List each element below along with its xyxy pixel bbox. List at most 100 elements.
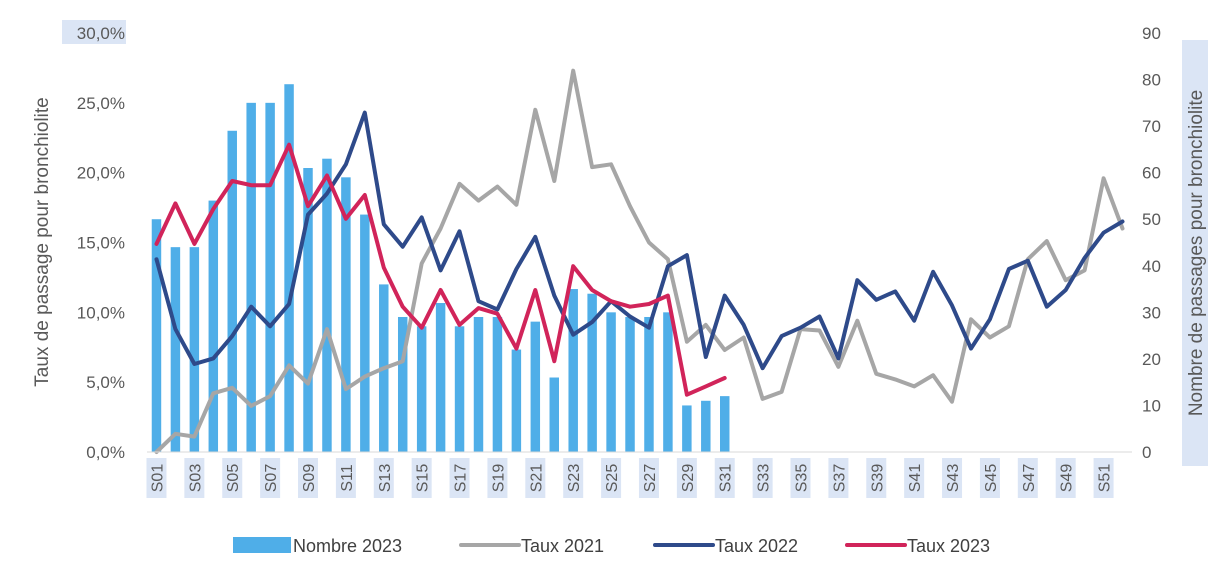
x-tick-label: S05 — [225, 464, 242, 493]
bar-s11 — [341, 177, 351, 453]
line-taux-2023 — [154, 142, 727, 397]
y-right-title-highlight — [1182, 40, 1208, 466]
x-tick-label-highlight — [563, 458, 584, 498]
x-tick-label-highlight — [260, 458, 281, 498]
x-tick-label: S31 — [718, 464, 735, 493]
y-left-tick-label: 15,0% — [77, 234, 125, 253]
bar-s04 — [208, 200, 219, 452]
bar-s24 — [587, 293, 597, 452]
x-tick-label: S45 — [983, 464, 1000, 493]
line-taux-2021 — [154, 68, 1125, 454]
x-tick-label-highlight — [942, 458, 963, 498]
y-left-tick-label: 10,0% — [77, 303, 125, 322]
bar-s15 — [416, 326, 427, 452]
bar-s08 — [284, 84, 294, 452]
bar-s12 — [360, 214, 370, 452]
bar-s03 — [189, 247, 200, 452]
x-tick-label: S33 — [756, 464, 773, 493]
y-left-tick-label: 25,0% — [77, 94, 125, 113]
x-tick-label: S11 — [339, 464, 356, 491]
x-tick-label-highlight — [335, 458, 356, 498]
x-tick-label: S03 — [187, 464, 204, 493]
x-tick-label: S21 — [528, 464, 545, 493]
x-tick-label: S27 — [642, 464, 659, 493]
x-tick-label-highlight — [449, 458, 470, 498]
x-tick-label-highlight — [373, 458, 394, 498]
x-tick-label: S09 — [301, 464, 318, 493]
x-tick-label: S13 — [377, 464, 394, 493]
y-right-tick-label: 30 — [1142, 303, 1161, 322]
x-tick-label-highlight — [1017, 458, 1038, 498]
y-left-tick-label: 20,0% — [77, 164, 125, 183]
bar-s26 — [625, 316, 635, 452]
x-tick-label: S29 — [680, 464, 697, 493]
y-left-top-label-highlight — [62, 20, 126, 44]
y-right-tick-label: 50 — [1142, 210, 1161, 229]
x-tick-label: S15 — [415, 464, 432, 493]
y-right-axis-title: Nombre de passages pour bronchiolite — [1186, 90, 1207, 416]
x-tick-label: S17 — [453, 464, 470, 493]
x-tick-label-highlight — [601, 458, 622, 498]
y-right-tick-label: 70 — [1142, 117, 1161, 136]
bar-s25 — [606, 312, 616, 452]
bar-s31 — [720, 396, 730, 452]
y-right-tick-label: 0 — [1142, 443, 1151, 462]
x-tick-label-highlight — [866, 458, 887, 498]
x-tick-label-highlight — [714, 458, 735, 498]
x-tick-label: S37 — [831, 464, 848, 493]
x-tick-label: S43 — [945, 464, 962, 493]
x-tick-label: S51 — [1097, 464, 1114, 493]
x-tick-label-highlight — [525, 458, 546, 498]
bar-s02 — [170, 247, 181, 452]
x-tick-label: S41 — [907, 464, 924, 493]
bar-s20 — [511, 349, 522, 452]
x-tick-label: S47 — [1021, 464, 1038, 493]
x-tick-label-highlight — [411, 458, 432, 498]
bar-s22 — [549, 377, 559, 452]
x-tick-label-highlight — [222, 458, 243, 498]
x-tick-label-highlight — [828, 458, 849, 498]
bar-s30 — [701, 400, 711, 452]
y-right-tick-label: 40 — [1142, 257, 1161, 276]
bar-s17 — [454, 326, 465, 452]
x-tick-label: S01 — [149, 464, 166, 493]
bar-s06 — [246, 102, 256, 452]
bar-s05 — [227, 130, 237, 452]
x-tick-label-highlight — [1055, 458, 1076, 498]
x-tick-label: S23 — [566, 464, 583, 493]
bar-s07 — [265, 102, 275, 452]
y-right-tick-label: 80 — [1142, 71, 1161, 90]
bar-s01 — [151, 219, 162, 452]
y-left-tick-label: 0,0% — [86, 443, 125, 462]
legend-label: Taux 2022 — [715, 536, 798, 556]
y-left-axis-title: Taux de passage pour bronchiolite — [32, 97, 53, 386]
x-tick-label: S25 — [604, 464, 621, 493]
legend-label: Taux 2021 — [521, 536, 604, 556]
x-tick-label: S39 — [869, 464, 886, 493]
bar-s16 — [435, 303, 446, 452]
y-right-tick-label: 90 — [1142, 24, 1161, 43]
legend: Nombre 2023 Taux 2021 Taux 2022 Taux 2023 — [233, 536, 990, 556]
bar-s14 — [397, 316, 408, 452]
line-taux-2022 — [154, 110, 1125, 371]
legend-item-taux-2022: Taux 2022 — [653, 536, 798, 556]
y-left-axis: 0,0% 5,0% 10,0% 15,0% 20,0% 25,0% 30,0% — [77, 24, 125, 462]
bar-s23 — [568, 289, 578, 452]
x-tick-label: S19 — [490, 464, 507, 493]
x-axis: S01 S03 S05 S07 S09 S11 S13 S15 S17 S19 S21 S23 S25 S… — [147, 451, 1132, 493]
bar-s28 — [663, 312, 673, 452]
y-left-tick-label: 5,0% — [86, 373, 125, 392]
legend-label: Taux 2023 — [907, 536, 990, 556]
x-tick-label-highlight — [752, 458, 773, 498]
bar-s27 — [644, 316, 654, 452]
y-right-tick-label: 10 — [1142, 396, 1161, 415]
bar-s29 — [682, 405, 692, 452]
line-series-group — [154, 68, 1125, 454]
legend-item-taux-2023: Taux 2023 — [845, 536, 990, 556]
legend-swatch — [233, 537, 291, 553]
x-tick-label-highlight — [298, 458, 319, 498]
x-tick-label-highlight — [638, 458, 659, 498]
bar-s21 — [530, 321, 541, 452]
